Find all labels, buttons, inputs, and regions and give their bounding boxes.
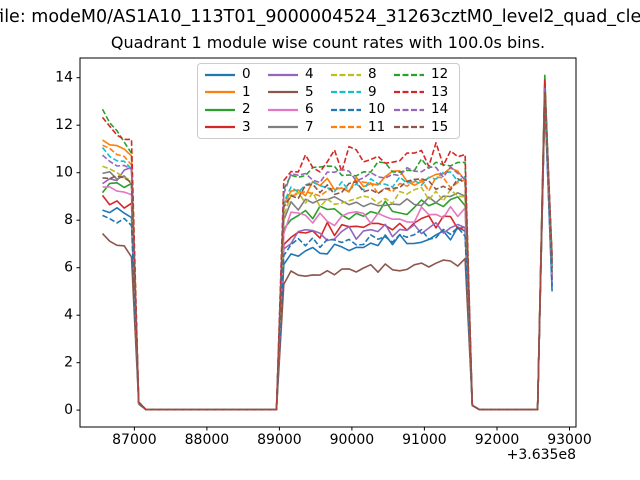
legend-line-sample (331, 108, 361, 111)
legend-column: 12 13 14 15 (394, 66, 452, 136)
series-line-8 (102, 92, 553, 411)
legend-item-1: 1 (205, 84, 263, 101)
x-tick-label: 90000 (330, 432, 375, 448)
legend-item-15: 15 (394, 119, 452, 136)
x-tick-label: 92000 (475, 432, 520, 448)
legend: 0 1 2 3 4 5 6 7 8 9 10 11 12 13 14 15 (197, 63, 460, 139)
legend-column: 8 9 10 11 (331, 66, 389, 136)
legend-item-12: 12 (394, 66, 452, 83)
axes-title: Quadrant 1 module wise count rates with … (110, 33, 546, 52)
series-line-15 (102, 91, 553, 411)
legend-label: 6 (305, 101, 314, 117)
x-tick-label: 89000 (257, 432, 302, 448)
legend-item-7: 7 (268, 119, 326, 136)
legend-item-14: 14 (394, 101, 452, 118)
legend-line-sample (205, 126, 235, 129)
legend-line-sample (205, 91, 235, 94)
legend-item-3: 3 (205, 119, 263, 136)
y-tick-label: 4 (64, 307, 73, 323)
legend-label: 5 (305, 83, 314, 100)
legend-label: 15 (431, 118, 449, 135)
x-tick-label: 88000 (185, 432, 230, 448)
legend-label: 8 (368, 66, 377, 82)
legend-line-sample (205, 108, 235, 111)
legend-label: 9 (368, 83, 377, 100)
x-axis-offset-label: +3.635e8 (506, 447, 576, 463)
y-tick-label: 14 (55, 70, 73, 86)
legend-label: 1 (242, 83, 251, 100)
legend-label: 2 (242, 101, 251, 117)
axes-frame (79, 57, 577, 428)
legend-line-sample (331, 73, 361, 76)
legend-item-9: 9 (331, 84, 389, 101)
legend-item-10: 10 (331, 101, 389, 118)
y-tick-label: 6 (64, 260, 73, 276)
legend-label: 12 (431, 66, 449, 82)
series-line-5 (101, 100, 553, 411)
legend-label: 3 (242, 118, 251, 135)
figure-title-text: a file: modeM0/AS1A10_113T01_9000004524_… (0, 7, 640, 27)
legend-label: 7 (305, 118, 314, 135)
legend-line-sample (331, 126, 361, 129)
legend-line-sample (394, 73, 424, 76)
legend-item-8: 8 (331, 66, 389, 83)
y-tick-label: 10 (55, 165, 73, 181)
legend-line-sample (268, 108, 298, 111)
y-tick-label: 2 (64, 355, 73, 371)
y-tick-label: 12 (55, 117, 73, 133)
legend-item-2: 2 (205, 101, 263, 118)
legend-item-13: 13 (394, 84, 452, 101)
series-line-7 (102, 93, 553, 411)
y-tick-label: 0 (64, 402, 73, 418)
legend-line-sample (205, 73, 235, 76)
legend-label: 11 (368, 118, 386, 135)
legend-item-4: 4 (268, 66, 326, 83)
x-tick-label: 87000 (112, 432, 157, 448)
legend-item-11: 11 (331, 119, 389, 136)
legend-line-sample (394, 126, 424, 129)
legend-line-sample (394, 108, 424, 111)
figure-title: a file: modeM0/AS1A10_113T01_9000004524_… (0, 7, 640, 29)
legend-label: 14 (431, 101, 449, 117)
legend-line-sample (394, 91, 424, 94)
y-tick-label: 8 (64, 212, 73, 228)
legend-label: 13 (431, 83, 449, 100)
legend-line-sample (268, 126, 298, 129)
x-tick-label: 93000 (547, 432, 592, 448)
x-tick-label: 91000 (402, 432, 447, 448)
legend-label: 4 (305, 66, 314, 82)
legend-line-sample (268, 73, 298, 76)
legend-item-0: 0 (205, 66, 263, 83)
legend-item-6: 6 (268, 101, 326, 118)
legend-line-sample (331, 91, 361, 94)
legend-item-5: 5 (268, 84, 326, 101)
legend-line-sample (268, 91, 298, 94)
series-line-0 (102, 98, 553, 411)
legend-label: 0 (242, 66, 251, 82)
legend-label: 10 (368, 101, 386, 117)
